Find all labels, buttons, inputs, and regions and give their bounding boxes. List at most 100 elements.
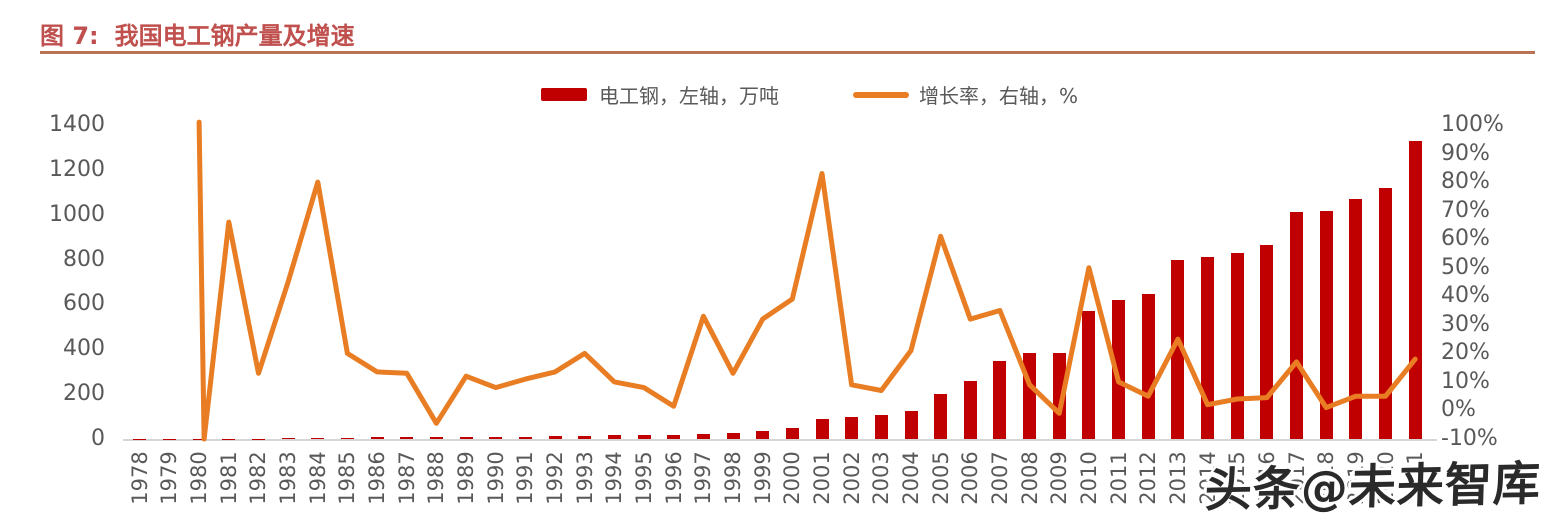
title-rule [40, 51, 1535, 54]
production-bar [1112, 299, 1126, 439]
x-axis-year-label: 2004 [898, 451, 923, 505]
x-axis-year-label: 2002 [839, 451, 864, 505]
production-bar [281, 438, 295, 439]
production-bar [400, 437, 414, 439]
x-axis-year-label: 2012 [1136, 451, 1161, 505]
right-axis-tick-label: 50% [1441, 254, 1490, 280]
production-bar [1260, 244, 1274, 439]
x-axis-year-label: 1997 [691, 451, 716, 505]
x-axis-year-label: 2010 [1076, 451, 1101, 505]
x-axis-year-label: 2001 [809, 451, 834, 505]
figure-title: 图 7: 我国电工钢产量及增速 [40, 16, 355, 51]
production-bar [607, 435, 621, 439]
right-axis-tick-label: 30% [1441, 311, 1490, 337]
chart-legend: 电工钢，左轴，万吨 增长率，右轴，% [541, 80, 1078, 109]
production-bar [1082, 311, 1096, 439]
production-bar [548, 436, 562, 439]
x-axis-year-label: 1994 [602, 451, 627, 505]
x-axis-year-label: 1980 [187, 451, 212, 505]
production-bar [904, 410, 918, 439]
right-axis-tick-label: 60% [1441, 226, 1490, 252]
x-axis-year-label: 1999 [750, 451, 775, 505]
x-axis-year-label: 2011 [1106, 451, 1131, 505]
production-bar [518, 436, 532, 439]
production-bar [726, 432, 740, 439]
figure-number: 图 7: [40, 22, 99, 50]
x-axis-year-label: 1981 [216, 451, 241, 505]
x-axis-year-label: 1979 [157, 451, 182, 505]
left-axis-tick-label: 1400 [49, 112, 105, 137]
x-axis-year-label: 1991 [513, 451, 538, 505]
x-axis-year-label: 2005 [928, 451, 953, 505]
production-bar [934, 394, 948, 439]
watermark: 头条@未来智库 [1204, 456, 1542, 517]
production-bar [311, 437, 325, 439]
left-axis-tick-label: 800 [63, 246, 105, 272]
left-axis-tick-label: 600 [63, 291, 105, 317]
x-axis-year-label: 1978 [127, 451, 152, 505]
x-axis-year-label: 1985 [335, 451, 360, 505]
figure-title-text: 我国电工钢产量及增速 [114, 22, 355, 50]
legend-line-swatch [853, 91, 909, 98]
legend-item-production: 电工钢，左轴，万吨 [541, 80, 779, 109]
x-axis-year-label: 1987 [394, 451, 419, 505]
production-bar [963, 380, 977, 439]
right-axis-tick-label: 10% [1441, 368, 1490, 394]
production-bar [815, 418, 829, 439]
legend-item-growth: 增长率，右轴，% [853, 80, 1078, 109]
x-axis-year-label: 1993 [572, 451, 597, 505]
x-axis-year-label: 1983 [276, 451, 301, 505]
production-bar [429, 437, 443, 439]
right-axis-tick-label: -10% [1441, 426, 1498, 451]
production-bar [1023, 352, 1037, 439]
left-axis-tick-label: 1200 [49, 156, 105, 182]
left-axis-tick-label: 0 [91, 426, 105, 451]
x-axis-year-label: 2000 [780, 451, 805, 505]
production-bar [785, 427, 799, 439]
production-bar [874, 415, 888, 439]
legend-bar-swatch [541, 88, 587, 101]
right-axis-tick-label: 90% [1441, 140, 1490, 166]
production-bar [1408, 140, 1422, 439]
x-axis-year-label: 1998 [721, 451, 745, 505]
x-axis-year-label: 1990 [483, 451, 508, 505]
x-axis-year-label: 2013 [1165, 451, 1190, 505]
right-axis-tick-label: 80% [1441, 169, 1490, 195]
production-bar [756, 430, 770, 439]
x-axis-year-label: 2009 [1047, 451, 1072, 505]
x-axis-year-label: 1984 [305, 451, 330, 505]
right-axis-tick-label: 100% [1441, 112, 1504, 137]
x-axis-year-label: 1982 [246, 451, 271, 505]
production-bar [340, 437, 354, 439]
production-bar [667, 434, 681, 439]
x-axis-line [123, 439, 1437, 441]
x-axis-year-label: 2008 [1017, 451, 1042, 505]
x-axis-year-label: 1988 [424, 451, 449, 505]
left-axis-tick-label: 400 [63, 336, 105, 362]
right-axis-tick-label: 20% [1441, 340, 1490, 366]
production-bar [1290, 212, 1303, 439]
left-axis-tick-label: 1000 [49, 201, 105, 227]
x-axis-year-label: 1995 [632, 451, 657, 505]
production-bar [993, 360, 1007, 439]
production-bar [578, 435, 592, 439]
production-bar [845, 417, 859, 439]
left-axis-tick-label: 200 [63, 381, 105, 407]
production-bar [1379, 187, 1392, 439]
production-bar [1319, 211, 1333, 439]
x-axis-year-label: 2006 [958, 451, 983, 505]
production-bar [1171, 259, 1185, 439]
x-axis-year-label: 1986 [365, 451, 390, 505]
production-bar [1349, 199, 1363, 439]
production-bar [459, 436, 473, 439]
production-bar [489, 436, 503, 439]
right-axis-tick-label: 40% [1441, 283, 1490, 309]
right-axis-tick-label: 0% [1441, 397, 1476, 423]
x-axis-year-label: 2007 [987, 451, 1012, 505]
legend-label-growth: 增长率，右轴，% [919, 84, 1079, 108]
production-bar [1230, 252, 1244, 439]
x-axis-year-label: 1996 [661, 451, 686, 505]
production-bar [1201, 257, 1215, 439]
production-bar [637, 435, 651, 439]
